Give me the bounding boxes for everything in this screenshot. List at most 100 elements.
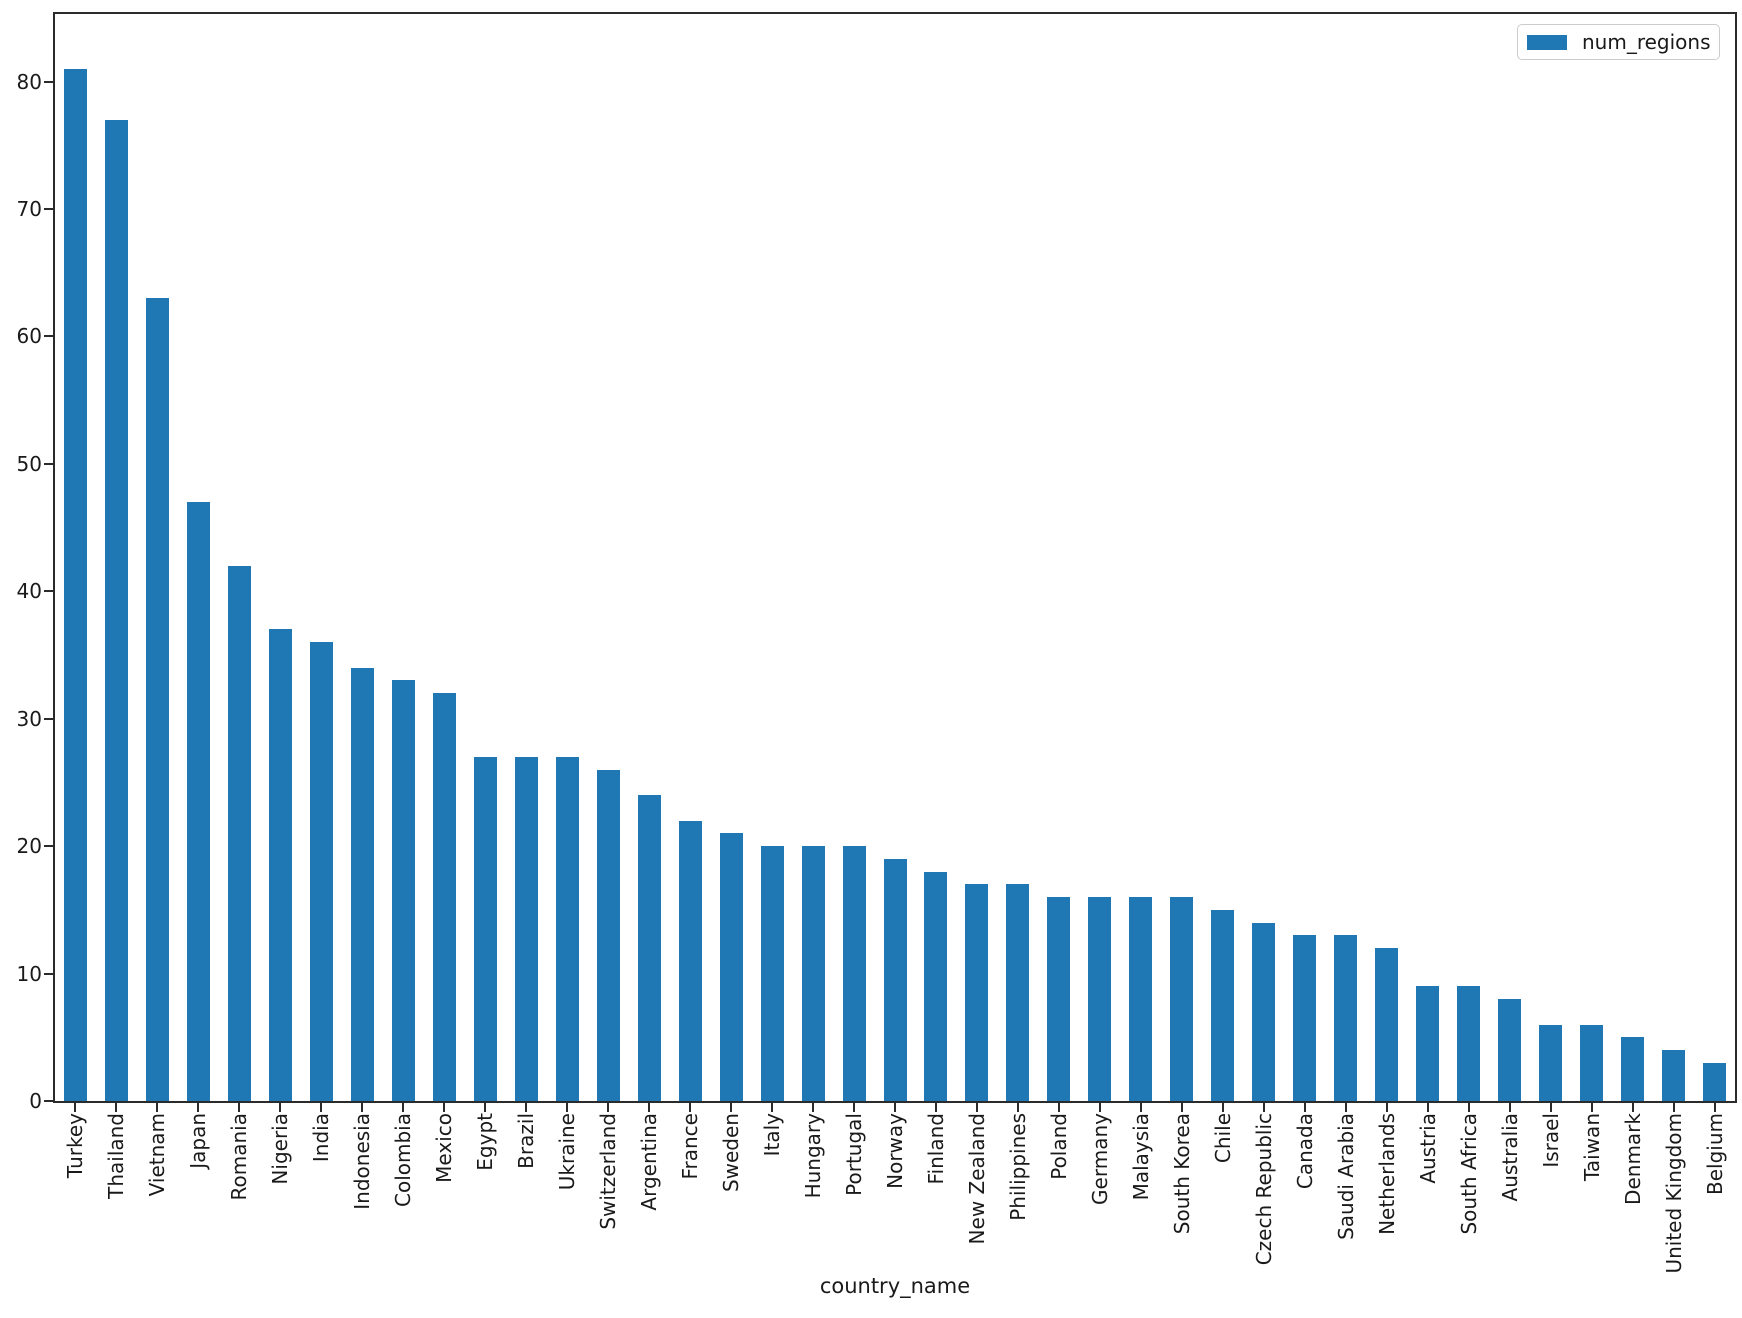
y-tick xyxy=(44,81,53,83)
x-tick xyxy=(1427,1103,1429,1112)
bar xyxy=(802,846,825,1101)
x-tick-label: Australia xyxy=(1498,1113,1522,1202)
x-tick-label: Egypt xyxy=(473,1113,497,1171)
x-tick-label: Portugal xyxy=(842,1113,866,1196)
y-tick-label: 50 xyxy=(16,452,42,476)
x-tick xyxy=(1017,1103,1019,1112)
x-tick xyxy=(1345,1103,1347,1112)
x-tick xyxy=(1058,1103,1060,1112)
x-tick-label: India xyxy=(309,1113,333,1163)
x-tick xyxy=(1591,1103,1593,1112)
x-tick xyxy=(1099,1103,1101,1112)
x-tick xyxy=(156,1103,158,1112)
bar xyxy=(1621,1037,1644,1101)
x-tick xyxy=(74,1103,76,1112)
y-tick xyxy=(44,335,53,337)
x-tick-label: Germany xyxy=(1088,1113,1112,1205)
x-tick-label: Saudi Arabia xyxy=(1334,1113,1358,1240)
bar xyxy=(1006,884,1029,1101)
x-tick-label: Indonesia xyxy=(350,1113,374,1210)
x-tick xyxy=(1386,1103,1388,1112)
bar xyxy=(965,884,988,1101)
bar xyxy=(1457,986,1480,1101)
x-tick-label: Turkey xyxy=(63,1113,87,1179)
bar xyxy=(310,642,333,1101)
bar xyxy=(924,872,947,1101)
x-tick xyxy=(525,1103,527,1112)
x-tick-label: Poland xyxy=(1047,1113,1071,1180)
x-tick-label: Philippines xyxy=(1006,1113,1030,1221)
x-tick-label: Brazil xyxy=(514,1113,538,1169)
x-axis-title: country_name xyxy=(819,1274,971,1298)
x-tick xyxy=(976,1103,978,1112)
bar xyxy=(1129,897,1152,1101)
y-tick-label: 20 xyxy=(16,834,42,858)
bar xyxy=(597,770,620,1101)
x-tick-label: Ukraine xyxy=(555,1113,579,1191)
x-tick xyxy=(1263,1103,1265,1112)
x-tick-label: Taiwan xyxy=(1580,1113,1604,1182)
bar xyxy=(843,846,866,1101)
x-tick xyxy=(361,1103,363,1112)
x-tick-label: Chile xyxy=(1211,1113,1235,1164)
x-tick xyxy=(402,1103,404,1112)
y-tick xyxy=(44,590,53,592)
x-tick xyxy=(730,1103,732,1112)
x-tick xyxy=(566,1103,568,1112)
bar xyxy=(1293,935,1316,1101)
bar xyxy=(433,693,456,1101)
x-tick xyxy=(1509,1103,1511,1112)
x-tick-label: Romania xyxy=(227,1113,251,1201)
x-tick xyxy=(1181,1103,1183,1112)
bar xyxy=(392,680,415,1101)
x-tick-label: Norway xyxy=(883,1113,907,1189)
x-tick-label: Italy xyxy=(760,1113,784,1157)
bar xyxy=(269,629,292,1101)
x-tick xyxy=(607,1103,609,1112)
bar xyxy=(474,757,497,1101)
bar xyxy=(1088,897,1111,1101)
legend: num_regions xyxy=(1517,24,1720,60)
x-tick xyxy=(238,1103,240,1112)
bar xyxy=(761,846,784,1101)
x-tick xyxy=(771,1103,773,1112)
bar xyxy=(105,120,128,1101)
x-tick xyxy=(443,1103,445,1112)
x-tick-label: Malaysia xyxy=(1129,1113,1153,1201)
bar xyxy=(720,833,743,1101)
y-tick xyxy=(44,208,53,210)
bar xyxy=(1170,897,1193,1101)
bar xyxy=(1539,1025,1562,1101)
x-tick xyxy=(812,1103,814,1112)
x-tick-label: Austria xyxy=(1416,1113,1440,1184)
x-tick xyxy=(1140,1103,1142,1112)
x-tick xyxy=(115,1103,117,1112)
y-tick-label: 70 xyxy=(16,197,42,221)
y-tick-label: 80 xyxy=(16,70,42,94)
x-tick-label: South Korea xyxy=(1170,1113,1194,1235)
bar xyxy=(1375,948,1398,1101)
bar xyxy=(1047,897,1070,1101)
bar xyxy=(679,821,702,1101)
x-tick xyxy=(1714,1103,1716,1112)
x-tick-label: Finland xyxy=(924,1113,948,1185)
x-tick xyxy=(279,1103,281,1112)
bar xyxy=(515,757,538,1101)
x-tick xyxy=(484,1103,486,1112)
x-tick xyxy=(1222,1103,1224,1112)
bar xyxy=(1498,999,1521,1101)
x-tick-label: Hungary xyxy=(801,1113,825,1199)
x-tick-label: Argentina xyxy=(637,1113,661,1211)
x-tick-label: United Kingdom xyxy=(1662,1113,1686,1274)
x-tick-label: Vietnam xyxy=(145,1113,169,1197)
bar xyxy=(1211,910,1234,1101)
x-tick-label: Switzerland xyxy=(596,1113,620,1230)
y-tick xyxy=(44,973,53,975)
x-tick-label: South Africa xyxy=(1457,1113,1481,1235)
x-tick-label: Netherlands xyxy=(1375,1113,1399,1235)
y-tick-label: 40 xyxy=(16,579,42,603)
x-tick-label: New Zealand xyxy=(965,1113,989,1245)
x-tick xyxy=(197,1103,199,1112)
x-tick xyxy=(1632,1103,1634,1112)
